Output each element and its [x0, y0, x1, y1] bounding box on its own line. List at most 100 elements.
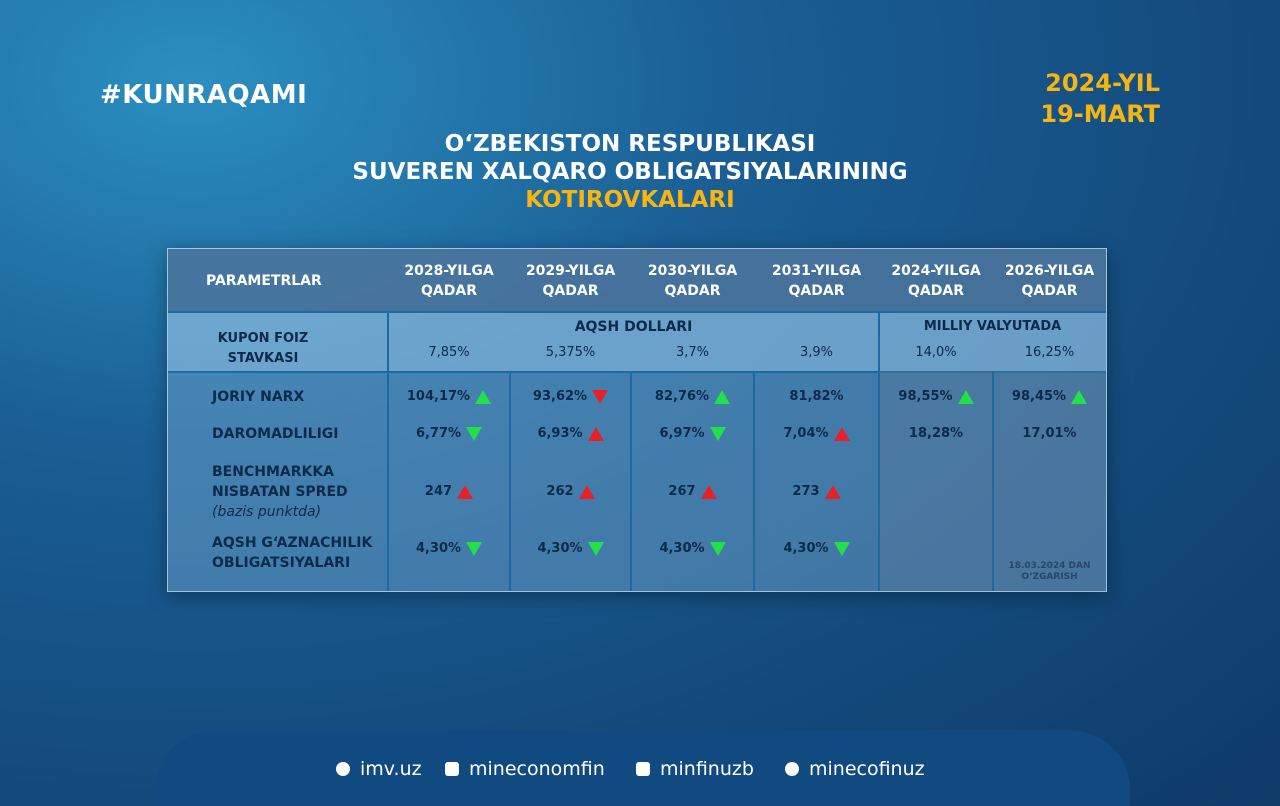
footer-icon: [336, 762, 350, 776]
column-header-line: QADAR: [908, 283, 964, 299]
value: 4,30%: [783, 541, 829, 556]
value-cell: 6,93%: [510, 424, 631, 444]
value: 82,76%: [654, 389, 710, 404]
footer-text: minfinuzb: [660, 758, 754, 780]
row-label: BENCHMARKKA NISBATAN SPRED (bazis punktda): [212, 462, 348, 522]
value-cell: 7,04%: [754, 424, 879, 444]
group-label: AQSH DOLLARI: [574, 319, 693, 335]
column-header: 2028-YILGA QADAR: [388, 261, 510, 301]
value-cell: 98,55%: [879, 387, 993, 407]
footer-link: minfinuzb: [636, 758, 754, 780]
value: 104,17%: [406, 389, 471, 404]
value: 98,45%: [1011, 389, 1067, 404]
column-header-line: 2029-YILGA: [525, 263, 616, 279]
value-cell: 4,30%: [631, 539, 754, 559]
col-divider: [753, 371, 755, 591]
column-header: 2026-YILGA QADAR: [993, 261, 1106, 301]
trend-arrow: [700, 485, 717, 499]
group-label: MILLIY VALYUTADA: [923, 319, 1062, 334]
arrow-shape: [475, 390, 492, 404]
value-cell: 262: [510, 482, 631, 502]
trend-arrow: [578, 485, 595, 499]
column-header-line: 2024-YILGA: [891, 263, 981, 279]
trend-arrow: [587, 542, 604, 556]
row-label-line: NISBATAN SPRED: [212, 484, 348, 500]
value: 81,82%: [789, 389, 844, 404]
row-label-line: OBLIGATSIYALARI: [212, 555, 351, 571]
value: 17,01%: [1022, 426, 1077, 441]
value: 6,93%: [537, 426, 583, 441]
value-cell: 98,45%: [993, 387, 1106, 407]
row-label: JORIY NARX: [212, 387, 304, 407]
value-cell: 6,77%: [388, 424, 510, 444]
col-divider: [630, 371, 632, 591]
arrow-shape: [957, 390, 974, 404]
trend-arrow: [833, 427, 850, 441]
bond-table: PARAMETRLAR 2028-YILGA QADAR 2029-YILGA QADA…: [167, 248, 1107, 592]
value-cell: 4,30%: [754, 539, 879, 559]
row-label-note: (bazis punktda): [212, 504, 322, 520]
coupon-value: 16,25%: [1024, 345, 1075, 360]
value: 18,28%: [908, 426, 964, 441]
coupon-value: 3,9%: [799, 345, 834, 360]
trend-arrow: [592, 390, 609, 404]
value: 93,62%: [532, 389, 588, 404]
trend-arrow: [466, 427, 483, 441]
title-line: SUVEREN XALQARO OBLIGATSIYALARINING: [352, 159, 908, 185]
arrow-shape: [833, 542, 850, 556]
coupon-row: [168, 311, 1106, 373]
change-note: 18.03.2024 DAN O‘ZGARISH: [993, 561, 1106, 583]
arrow-shape: [587, 427, 604, 441]
trend-arrow: [466, 542, 483, 556]
value-cell: 82,76%: [631, 387, 754, 407]
arrow-shape: [587, 542, 604, 556]
arrow-shape: [1071, 390, 1088, 404]
arrow-shape: [457, 485, 474, 499]
column-header-line: QADAR: [664, 283, 721, 299]
header-row: [168, 249, 1106, 311]
arrow-shape: [592, 390, 609, 404]
column-header-line: 2028-YILGA: [404, 263, 494, 279]
trend-arrow: [714, 390, 731, 404]
trend-arrow: [475, 390, 492, 404]
value: 273: [792, 484, 820, 499]
arrow-shape: [578, 485, 595, 499]
title-line: O‘ZBEKISTON RESPUBLIKASI: [444, 131, 816, 157]
value: 247: [424, 484, 453, 499]
title-highlight: KOTIROVKALARI: [525, 187, 735, 213]
row-label-line: AQSH G‘AZNACHILIK: [212, 535, 373, 551]
param-header: PARAMETRLAR: [206, 273, 322, 289]
footer-link: imv.uz: [336, 758, 422, 780]
footer-text: mineconomfin: [469, 758, 605, 780]
row-label: DAROMADLILIGI: [212, 424, 339, 444]
row-label-line: DAROMADLILIGI: [212, 426, 339, 442]
value: 267: [668, 484, 696, 499]
column-header-line: QADAR: [788, 283, 845, 299]
date: 2024-YIL 19-MART: [1040, 68, 1160, 130]
column-header-line: 2030-YILGA: [647, 263, 738, 279]
footer-link: minecofinuz: [785, 758, 925, 780]
value-cell: 104,17%: [388, 387, 510, 407]
trend-arrow: [587, 427, 604, 441]
value: 98,55%: [898, 389, 953, 404]
footer-text: minecofinuz: [809, 758, 925, 780]
column-header-line: QADAR: [542, 283, 599, 299]
coupon-value: 7,85%: [428, 345, 470, 360]
title: O‘ZBEKISTON RESPUBLIKASI SUVEREN XALQARO…: [0, 130, 1260, 214]
col-divider: [509, 371, 511, 591]
value-cell: 93,62%: [510, 387, 631, 407]
value: 7,04%: [783, 426, 829, 441]
footer-icon: [785, 762, 799, 776]
footer-icon: [636, 762, 650, 776]
value: 6,77%: [415, 426, 462, 441]
arrow-shape: [700, 485, 717, 499]
col-divider: [387, 311, 389, 591]
value-cell: 17,01%: [993, 424, 1106, 444]
column-header: 2030-YILGA QADAR: [631, 261, 754, 301]
change-note-line: O‘ZGARISH: [1021, 572, 1078, 582]
coupon-label-line: STAVKASI: [227, 351, 299, 366]
hashtag: #KUNRAQAMI: [100, 80, 308, 110]
footer-icon: [445, 762, 459, 776]
trend-arrow: [709, 427, 726, 441]
